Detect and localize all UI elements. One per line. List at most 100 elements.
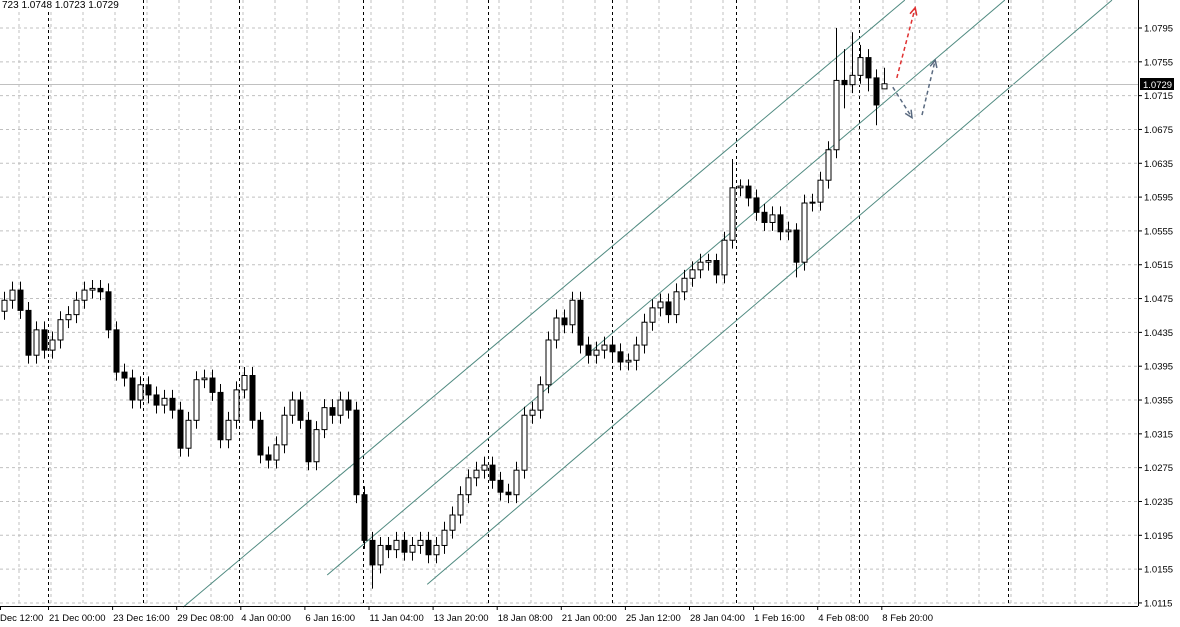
candle	[185, 411, 192, 457]
candle	[57, 311, 64, 349]
candle-body	[57, 319, 64, 341]
time-tick-label: 21 Jan 00:00	[562, 613, 617, 624]
candle	[505, 483, 512, 504]
candle	[193, 371, 200, 429]
arrow-red[interactable]	[896, 6, 918, 79]
price-tick-label: 1.0235	[1144, 497, 1173, 508]
arrow-grey[interactable]	[892, 86, 913, 120]
channel-line[interactable]	[426, 0, 1113, 585]
channel-line[interactable]	[326, 0, 1006, 576]
candle-body	[825, 149, 832, 181]
candle	[249, 367, 256, 429]
candle	[121, 363, 128, 387]
candle	[481, 456, 488, 479]
candle-body	[769, 214, 776, 223]
candle-body	[25, 309, 32, 356]
candle-body	[641, 321, 648, 346]
candle-body	[553, 317, 560, 341]
candle-body	[577, 299, 584, 346]
candle-body	[113, 329, 120, 373]
candle	[873, 69, 880, 126]
candle	[129, 369, 136, 409]
candle	[209, 369, 216, 401]
candle	[25, 301, 32, 364]
candle	[441, 521, 448, 554]
arrow-grey[interactable]	[921, 58, 938, 116]
candle-body	[353, 409, 360, 496]
time-tick-label: 1 Feb 16:00	[754, 613, 805, 624]
candle	[881, 67, 888, 90]
candle-body	[313, 429, 320, 463]
candle	[489, 456, 496, 489]
candle-body	[201, 377, 208, 381]
candle-body	[585, 344, 592, 356]
candle-body	[497, 479, 504, 493]
candle-body	[761, 211, 768, 223]
candle	[425, 531, 432, 564]
candle	[297, 391, 304, 429]
candle	[177, 401, 184, 457]
candle	[777, 206, 784, 241]
candle-body	[249, 375, 256, 421]
candle	[577, 291, 584, 354]
candle-body	[505, 491, 512, 496]
candle-body	[369, 539, 376, 566]
candle	[849, 32, 856, 94]
time-axis[interactable]: Dec 12:00 21 Dec 00:00 23 Dec 16:00 29 Dec …	[0, 606, 1138, 624]
candle-body	[473, 469, 480, 479]
candle	[377, 536, 384, 574]
price-tick-label: 1.0675	[1144, 125, 1173, 136]
candle-body	[265, 454, 272, 461]
candle	[241, 367, 248, 399]
candle-body	[689, 269, 696, 279]
candle	[281, 406, 288, 454]
candle-body	[737, 185, 744, 189]
candle-body	[601, 344, 608, 351]
candle-body	[433, 544, 440, 556]
candle	[713, 253, 720, 284]
price-axis[interactable]: 1.0795 1.0755 1.0715 1.0675 1.0635 1.0595 1.05…	[1138, 0, 1173, 609]
candle-body	[1, 299, 8, 312]
price-tick-label: 1.0475	[1144, 294, 1173, 305]
candle-body	[145, 384, 152, 396]
candle-body	[513, 469, 520, 496]
candle	[561, 309, 568, 334]
candle-body	[633, 344, 640, 361]
arrow-annotations[interactable]	[892, 6, 938, 120]
candle	[513, 461, 520, 504]
candle-body	[849, 74, 856, 86]
candle	[641, 313, 648, 354]
candle-body	[305, 419, 312, 463]
candle	[337, 391, 344, 424]
candle	[521, 406, 528, 479]
candle	[305, 411, 312, 471]
candle	[329, 399, 336, 424]
candle-body	[569, 299, 576, 326]
candle-body	[705, 260, 712, 263]
time-tick-label: 4 Jan 00:00	[241, 613, 291, 624]
price-tick-label: 1.0755	[1144, 57, 1173, 68]
channel-lines[interactable]	[182, 0, 1113, 608]
candle	[417, 531, 424, 554]
candle	[409, 536, 416, 561]
candle	[345, 391, 352, 419]
candle	[705, 253, 712, 271]
candle-body	[225, 419, 232, 441]
candle-body	[489, 464, 496, 481]
candle-body	[425, 539, 432, 556]
candle	[545, 331, 552, 394]
candle	[689, 261, 696, 287]
channel-line[interactable]	[182, 0, 906, 608]
candle-body	[193, 379, 200, 421]
current-price-label: 1.0729	[1143, 80, 1172, 91]
candle-body	[409, 544, 416, 553]
candle-body	[593, 349, 600, 356]
candle	[769, 206, 776, 231]
candle	[265, 446, 272, 469]
candle	[105, 283, 112, 339]
candle	[585, 336, 592, 364]
candle-body	[137, 384, 144, 401]
candle	[609, 336, 616, 361]
candle-body	[657, 301, 664, 309]
